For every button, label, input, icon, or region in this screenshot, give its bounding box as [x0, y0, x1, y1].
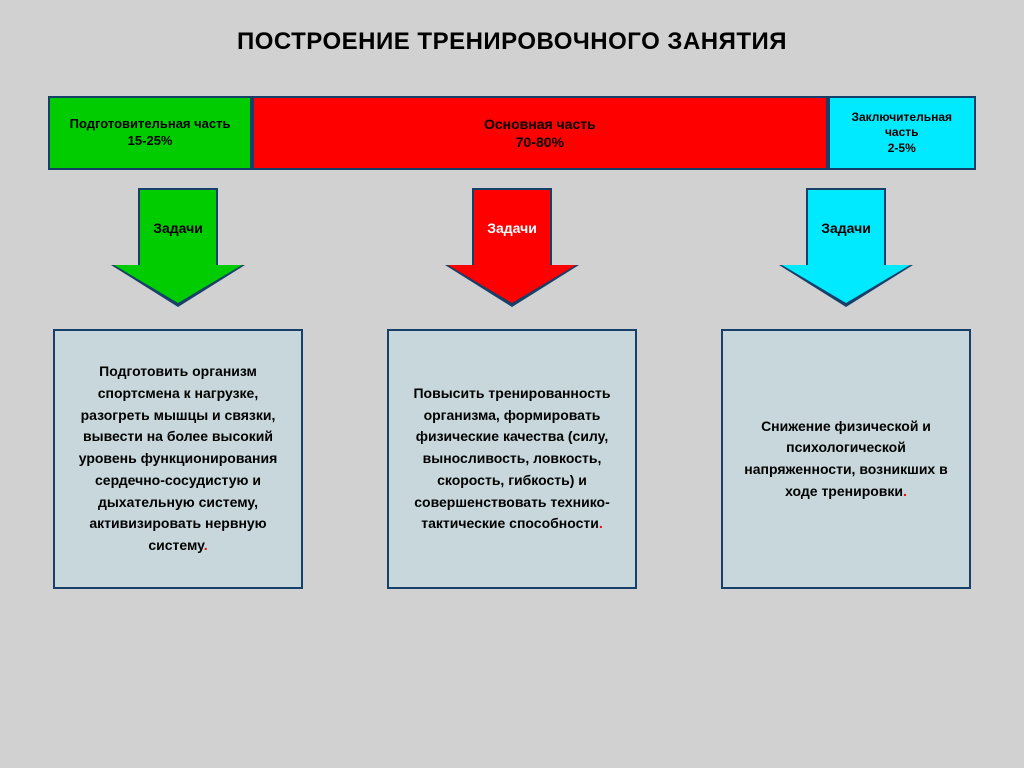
segment-percent: 15-25%	[128, 133, 173, 150]
task-box-final: Снижение физической и психологической на…	[721, 329, 971, 589]
column-preparatory: Задачи Подготовить организм спортсмена к…	[48, 170, 308, 589]
arrow-head	[448, 265, 576, 303]
arrow-label: Задачи	[487, 220, 537, 236]
arrow-head-border	[111, 265, 245, 307]
main-title: ПОСТРОЕНИЕ ТРЕНИРОВОЧНОГО ЗАНЯТИЯ	[0, 0, 1024, 56]
segment-percent: 70-80%	[516, 133, 564, 151]
task-box-preparatory: Подготовить организм спортсмена к нагруз…	[53, 329, 303, 589]
period-dot: .	[903, 483, 907, 499]
arrow-head	[114, 265, 242, 303]
column-final: Задачи Снижение физической и психологиче…	[716, 170, 976, 589]
segment-label: Основная часть	[484, 115, 596, 133]
arrow-preparatory: Задачи	[113, 188, 243, 307]
arrow-shaft: Задачи	[138, 188, 218, 266]
arrow-final: Задачи	[781, 188, 911, 307]
segment-label-extra: часть	[885, 125, 919, 141]
segment-label: Заключительная	[851, 110, 952, 126]
segment-main: Основная часть 70-80%	[252, 96, 827, 170]
segment-bar: Подготовительная часть 15-25% Основная ч…	[48, 96, 976, 170]
segment-preparatory: Подготовительная часть 15-25%	[48, 96, 252, 170]
columns-row: Задачи Подготовить организм спортсмена к…	[48, 170, 976, 589]
task-text: Повысить тренированность организма, форм…	[399, 383, 625, 535]
segment-label: Подготовительная часть	[70, 116, 231, 133]
arrow-shaft: Задачи	[806, 188, 886, 266]
period-dot: .	[204, 537, 208, 553]
arrow-head	[782, 265, 910, 303]
arrow-head-border	[779, 265, 913, 307]
column-main: Задачи Повысить тренированность организм…	[382, 170, 642, 589]
segment-percent: 2-5%	[888, 141, 916, 157]
period-dot: .	[599, 515, 603, 531]
task-box-main: Повысить тренированность организма, форм…	[387, 329, 637, 589]
segment-final: Заключительная часть 2-5%	[828, 96, 976, 170]
arrow-head-border	[445, 265, 579, 307]
task-text: Снижение физической и психологической на…	[733, 416, 959, 503]
arrow-shaft: Задачи	[472, 188, 552, 266]
task-text: Подготовить организм спортсмена к нагруз…	[65, 361, 291, 556]
arrow-label: Задачи	[153, 220, 203, 236]
arrow-main: Задачи	[447, 188, 577, 307]
arrow-label: Задачи	[821, 220, 871, 236]
